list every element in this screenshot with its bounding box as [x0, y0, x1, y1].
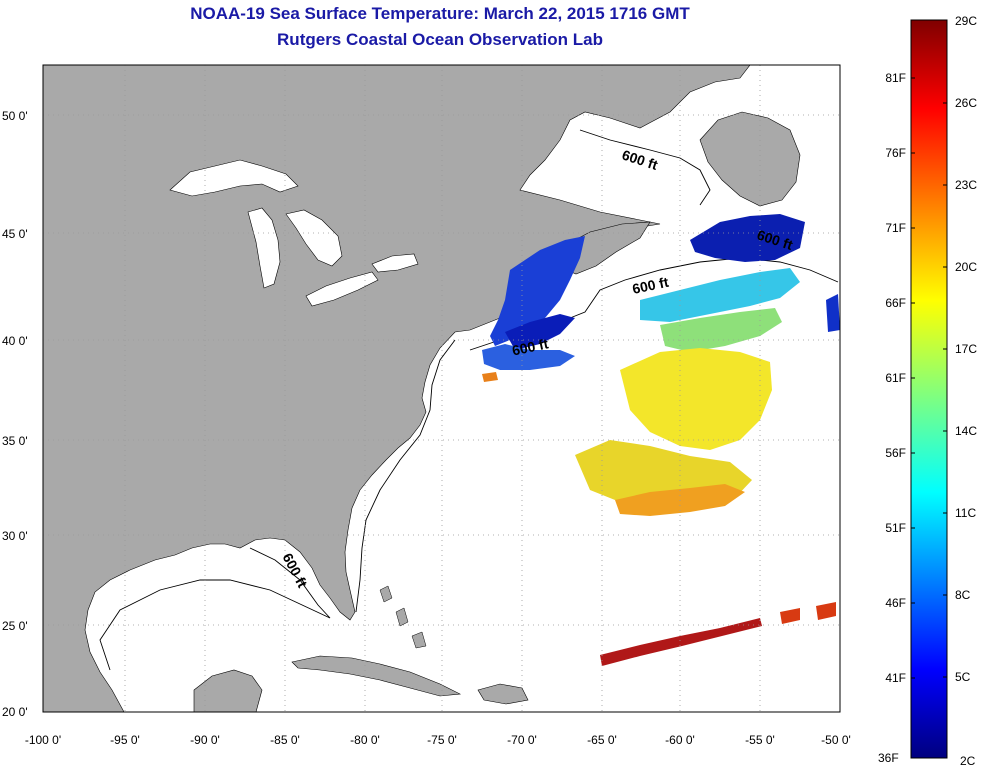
lake-superior: [169, 159, 299, 197]
sst-data: [482, 214, 840, 666]
lat-label: 50 0': [2, 109, 28, 123]
colorbar-fahrenheit-label: 61F: [885, 371, 906, 385]
lon-label: -100 0': [25, 733, 61, 747]
colorbar-fahrenheit-label: 71F: [885, 221, 906, 235]
colorbar-celsius-label: 26C: [955, 96, 977, 110]
land-hispaniola: [477, 683, 529, 705]
contour-label: 600 ft: [511, 335, 550, 358]
sst-patch-slope-blue: [482, 344, 575, 370]
lat-label: 30 0': [2, 529, 28, 543]
map-subtitle: Rutgers Coastal Ocean Observation Lab: [277, 30, 603, 49]
colorbar-fahrenheit-label: 81F: [885, 71, 906, 85]
lon-label: -85 0': [270, 733, 300, 747]
lon-label: -75 0': [427, 733, 457, 747]
sst-patch-georges: [505, 314, 575, 350]
colorbar-fahrenheit-label: 76F: [885, 146, 906, 160]
colorbar-scale: [910, 19, 948, 759]
sst-patch-gulf-of-maine: [490, 236, 585, 346]
colorbar-fahrenheit-label: 56F: [885, 446, 906, 460]
land-yucatan: [193, 669, 263, 712]
sst-patch-red-stripe: [600, 618, 762, 666]
colorbar-celsius-label: 23C: [955, 178, 977, 192]
lat-label: 45 0': [2, 227, 28, 241]
colorbar-celsius-label: 17C: [955, 342, 977, 356]
colorbar: 29C 26C 23C 20C 17C 14C 11C 8C 5C 2C 81F…: [878, 14, 977, 768]
lon-label: -50 0': [821, 733, 851, 747]
lon-label: -90 0': [190, 733, 220, 747]
lake-michigan: [247, 207, 281, 289]
lon-label: -55 0': [745, 733, 775, 747]
lon-label: -80 0': [350, 733, 380, 747]
lake-huron: [285, 209, 343, 267]
latitude-axis: 50 0' 45 0' 40 0' 35 0' 30 0' 25 0' 20 0…: [2, 109, 28, 719]
lat-label: 40 0': [2, 334, 28, 348]
sst-patch-grand-banks: [690, 214, 805, 262]
colorbar-celsius-label: 8C: [955, 588, 971, 602]
colorbar-fahrenheit-label: 51F: [885, 521, 906, 535]
contour-600ft-gulf-stlawrence: [579, 129, 711, 206]
colorbar-celsius-label: 29C: [955, 14, 977, 28]
longitude-axis: -100 0' -95 0' -90 0' -85 0' -80 0' -75 …: [25, 733, 851, 747]
land-bahamas: [379, 585, 427, 649]
sst-patch-red-east: [780, 602, 836, 624]
sst-patch-orange-slope: [482, 372, 498, 382]
colorbar-celsius-label: 11C: [955, 506, 976, 520]
colorbar-celsius-label: 2C: [960, 754, 976, 768]
colorbar-fahrenheit-label: 66F: [885, 296, 906, 310]
map-border: [42, 64, 841, 713]
map-title: NOAA-19 Sea Surface Temperature: March 2…: [190, 4, 690, 23]
colorbar-celsius-label: 5C: [955, 670, 971, 684]
lake-ontario: [371, 253, 419, 273]
lon-label: -70 0': [507, 733, 537, 747]
sst-patch-east-edge-blue: [826, 294, 840, 332]
colorbar-celsius-label: 20C: [955, 260, 977, 274]
lat-label: 25 0': [2, 619, 28, 633]
contour-label: 600 ft: [631, 274, 670, 297]
lon-label: -95 0': [110, 733, 140, 747]
colorbar-celsius-label: 14C: [955, 424, 977, 438]
lon-label: -60 0': [665, 733, 695, 747]
land-cuba: [291, 655, 462, 697]
land-newfoundland: [699, 111, 801, 207]
sst-patch-green-band: [660, 308, 782, 352]
lon-label: -65 0': [587, 733, 617, 747]
sst-patch-cyan-band: [640, 268, 800, 322]
colorbar-fahrenheit-label: 46F: [885, 596, 906, 610]
lake-erie: [305, 271, 379, 307]
sst-patch-yellow-center: [620, 348, 772, 450]
colorbar-fahrenheit-label: 41F: [885, 671, 906, 685]
lat-label: 20 0': [2, 705, 28, 719]
lat-label: 35 0': [2, 434, 28, 448]
colorbar-fahrenheit-label: 36F: [878, 751, 899, 765]
land-north-america: [43, 65, 751, 712]
